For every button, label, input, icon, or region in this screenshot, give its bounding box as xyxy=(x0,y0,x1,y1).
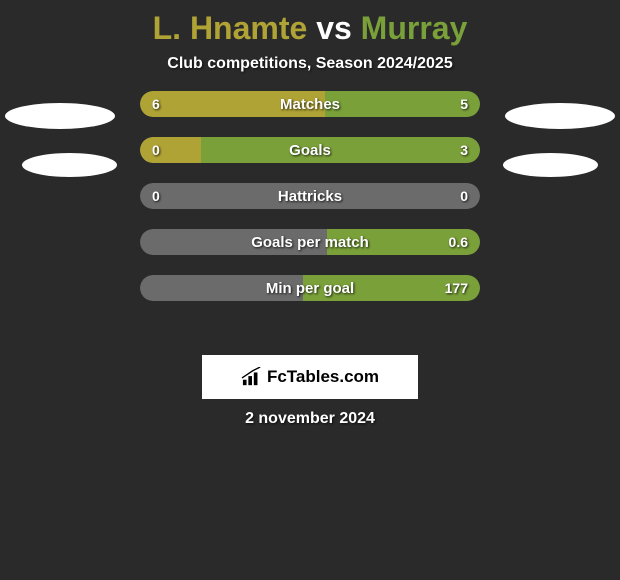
player2-name: Murray xyxy=(361,10,468,46)
stat-row: Goals0 3 xyxy=(140,137,480,163)
player1-name: L. Hnamte xyxy=(153,10,308,46)
player1-badge-placeholder-1 xyxy=(5,103,115,129)
stat-row: Matches6 5 xyxy=(140,91,480,117)
stat-value-left: 0 xyxy=(152,137,160,163)
stat-rows: Matches65Goals03Hattricks00Goals per mat… xyxy=(140,91,480,321)
stat-value-right: 3 xyxy=(460,137,468,163)
stat-row: Min per goal177 xyxy=(140,275,480,301)
bar-chart-icon xyxy=(241,367,263,387)
player1-badge-placeholder-2 xyxy=(22,153,117,177)
player2-badge-placeholder-1 xyxy=(505,103,615,129)
stat-label: Goals per match xyxy=(140,229,480,255)
stat-value-right: 5 xyxy=(460,91,468,117)
stat-value-right: 0.6 xyxy=(449,229,468,255)
stat-row: Goals per match0.6 xyxy=(140,229,480,255)
branding-badge: FcTables.com xyxy=(202,355,418,399)
player2-badge-placeholder-2 xyxy=(503,153,598,177)
stat-value-left: 6 xyxy=(152,91,160,117)
stat-label: Min per goal xyxy=(140,275,480,301)
stat-value-right: 0 xyxy=(460,183,468,209)
subtitle: Club competitions, Season 2024/2025 xyxy=(0,55,620,73)
stat-label: Hattricks xyxy=(140,183,480,209)
stat-label: Matches xyxy=(140,91,480,117)
branding-text: FcTables.com xyxy=(267,367,379,387)
comparison-card: L. Hnamte vs Murray Club competitions, S… xyxy=(0,0,620,580)
vs-label: vs xyxy=(316,10,352,46)
stat-row: Hattricks0 0 xyxy=(140,183,480,209)
stat-value-left: 0 xyxy=(152,183,160,209)
snapshot-date: 2 november 2024 xyxy=(0,410,620,428)
page-title: L. Hnamte vs Murray xyxy=(0,0,620,55)
stat-value-right: 177 xyxy=(445,275,468,301)
stat-label: Goals xyxy=(140,137,480,163)
